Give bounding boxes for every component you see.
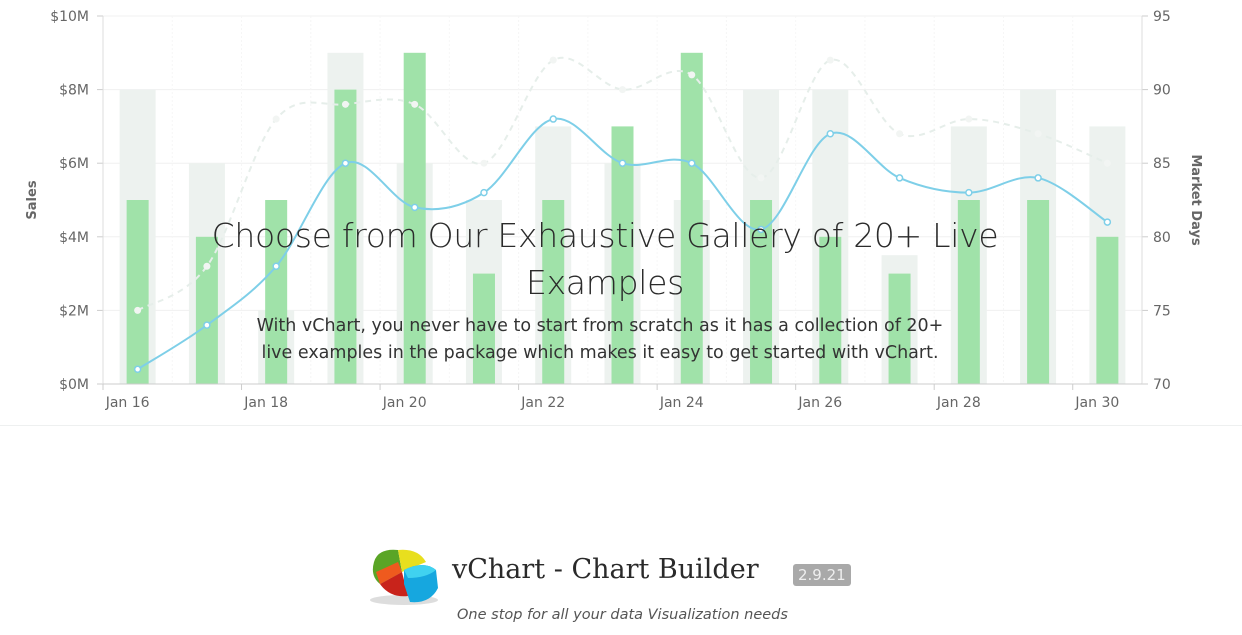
sales-bar: [472, 273, 495, 384]
market-days-point: [341, 159, 350, 167]
y-tick-label: $10M: [50, 9, 89, 25]
market-days-point: [549, 115, 557, 123]
sales-bars: [126, 52, 1119, 385]
y2-tick-label: 95: [1153, 9, 1171, 25]
x-tick-label: Jan 16: [105, 395, 150, 411]
market-days-point: [133, 365, 142, 374]
y-tick-label: $8M: [59, 83, 89, 99]
sales-bar: [403, 52, 426, 385]
dashed-series-point: [1034, 130, 1042, 138]
y-tick-label: $0M: [59, 377, 89, 393]
dashed-series-point: [619, 86, 626, 94]
y-tick-label: $6M: [59, 156, 89, 172]
y-tick-label: $4M: [59, 230, 89, 246]
brand-title: vChart - Chart Builder: [452, 554, 759, 585]
market-days-point: [1103, 218, 1112, 226]
sales-bar: [542, 200, 565, 384]
3d-pie-chart-logo-icon[interactable]: [368, 544, 442, 606]
dashed-series-point: [688, 71, 696, 79]
x-tick-label: Jan 22: [520, 395, 565, 411]
sales-bar: [888, 273, 911, 384]
grid: [102, 15, 1142, 385]
hero-title: Choose from Our Exhaustive Gallery of 20…: [211, 216, 999, 302]
x-tick-label: Jan 26: [797, 395, 842, 411]
sales-bar: [611, 126, 634, 385]
market-days-point: [203, 321, 211, 329]
y2-tick-label: 70: [1153, 377, 1171, 393]
dashed-series-point: [411, 100, 419, 108]
x-tick-label: Jan 30: [1074, 395, 1119, 411]
sales-bar: [1027, 200, 1050, 384]
market-days-point: [410, 203, 419, 212]
y2-tick-label: 85: [1153, 156, 1171, 172]
sales-bar: [334, 89, 357, 384]
market-days-point: [688, 159, 696, 167]
axes: $0M 70 $2M 75 $4M 80 $6M 85 $8M 90 $10M 95 Jan 16 Jan…: [50, 9, 1171, 411]
dashed-series-point: [549, 56, 557, 64]
sales-bar: [750, 200, 773, 384]
sales-bar: [819, 236, 842, 384]
y-tick-label: $2M: [59, 303, 89, 319]
x-tick-label: Jan 18: [243, 395, 288, 411]
market-days-point: [826, 130, 835, 138]
x-tick-label: Jan 28: [936, 395, 981, 411]
x-tick-label: Jan 20: [382, 395, 427, 411]
sales-bar: [126, 200, 149, 384]
sales-bar: [680, 52, 703, 385]
y2-tick-label: 80: [1153, 230, 1171, 246]
market-days-point: [965, 188, 973, 197]
market-days-point: [480, 188, 488, 197]
market-days-point: [1034, 174, 1042, 182]
chart-section: $0M 70 $2M 75 $4M 80 $6M 85 $8M 90 $10M 95 Jan 16 Jan…: [0, 9, 1242, 426]
dashed-series-point: [272, 115, 280, 123]
dashed-series-point: [203, 262, 211, 270]
dashed-series-point: [757, 174, 765, 182]
y2-axis-title: Market Days: [1188, 154, 1203, 246]
sales-bar: [957, 200, 980, 384]
dashed-series-point: [341, 100, 349, 108]
market-days-point: [895, 174, 904, 182]
y2-tick-label: 90: [1153, 83, 1171, 99]
dashed-series-point: [826, 56, 834, 64]
market-days-point: [618, 159, 627, 167]
lines: [133, 56, 1112, 374]
brand-header: vChart - Chart Builder 2.9.21 One stop f…: [368, 540, 868, 635]
x-tick-label: Jan 24: [659, 395, 704, 411]
hero-subtitle: With vChart, you never have to start fro…: [256, 316, 944, 363]
dashed-series-line: [137, 56, 1108, 312]
sales-bar: [1096, 236, 1119, 384]
dashed-series-point: [965, 115, 973, 123]
y2-tick-label: 75: [1153, 303, 1171, 319]
y-axis-title: Sales: [25, 180, 40, 219]
market-days-point: [757, 225, 765, 234]
sales-bar: [195, 236, 218, 384]
brand-tagline: One stop for all your data Visualization…: [457, 607, 788, 623]
dashed-series-point: [134, 306, 142, 314]
market-days-point: [272, 262, 280, 270]
sales-chart: $0M 70 $2M 75 $4M 80 $6M 85 $8M 90 $10M 95 Jan 16 Jan…: [25, 9, 1203, 411]
version-badge: 2.9.21: [793, 564, 851, 586]
dashed-series-point: [480, 159, 488, 167]
dashed-series-point: [1103, 159, 1111, 167]
dashed-series-point: [896, 130, 904, 138]
market-days-line: [137, 117, 1108, 371]
sales-bar: [265, 200, 288, 384]
